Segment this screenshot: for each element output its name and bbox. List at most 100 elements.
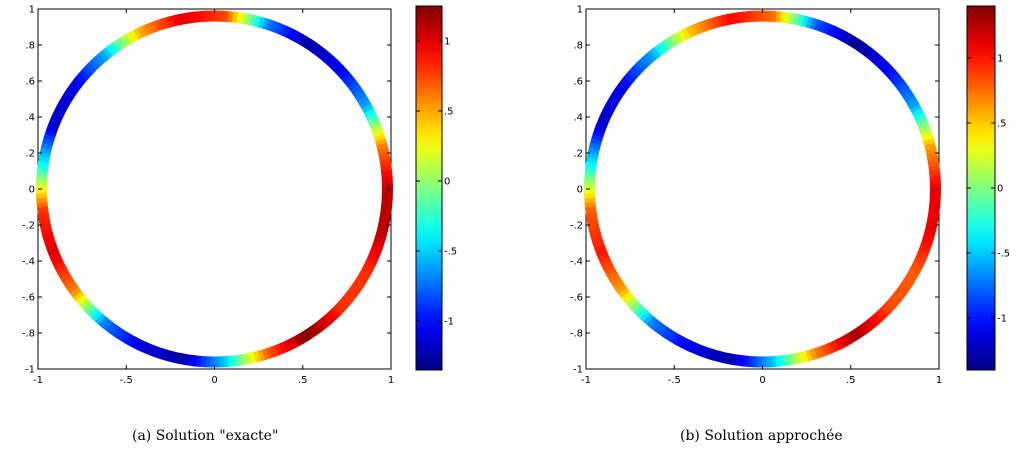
ring-segment: [62, 276, 75, 287]
colorbar-tick-label: .5: [444, 107, 454, 118]
ring-segment: [163, 349, 172, 362]
ring-segment: [277, 23, 288, 37]
ring-segment: [623, 73, 636, 85]
ring-segment: [706, 17, 715, 30]
ring-segment: [150, 345, 160, 358]
ring-segment: [874, 55, 886, 68]
ring-segment: [57, 99, 70, 110]
ring-segment: [181, 353, 189, 366]
ring-segment: [88, 307, 100, 319]
ring-segment: [377, 146, 390, 155]
ring-segment: [892, 76, 905, 88]
ring-segment: [105, 44, 117, 57]
ring-segment: [137, 25, 147, 39]
ring-segment: [53, 107, 66, 118]
ring-segment: [159, 348, 168, 361]
ring-segment: [587, 223, 600, 232]
ring-segment: [380, 165, 392, 172]
ring-segment: [693, 22, 703, 35]
ring-segment: [871, 313, 883, 325]
ring-segment: [363, 260, 376, 271]
ring-segment: [39, 219, 51, 227]
ring-segment: [341, 72, 354, 84]
ring-segment: [149, 20, 159, 33]
ring-segment: [44, 129, 57, 138]
ring-segment: [928, 165, 940, 172]
ring-series: [584, 10, 941, 368]
ring-segment: [305, 38, 316, 51]
ring-segment: [319, 49, 331, 62]
ring-segment: [67, 283, 80, 295]
ring-segment: [632, 62, 645, 75]
ring-segment: [921, 133, 934, 142]
ring-segment: [672, 32, 683, 45]
ring-segment: [649, 47, 661, 60]
ring-segment: [326, 55, 338, 68]
ring-segment: [920, 240, 933, 249]
ring-segment: [84, 62, 97, 75]
ring-segment: [818, 345, 828, 358]
ring-segment: [297, 34, 308, 47]
ring-segment: [37, 210, 50, 218]
ring-segment: [42, 232, 55, 241]
ring-segment: [927, 155, 939, 163]
ring-segment: [916, 120, 930, 129]
ring-segment: [867, 49, 879, 62]
ring-segment: [81, 66, 94, 78]
ring-segment: [918, 244, 931, 253]
ring-segment: [281, 25, 292, 38]
ring-segment: [892, 290, 905, 302]
ring-segment: [609, 91, 623, 103]
ring-segment: [236, 354, 244, 366]
ring-segment: [585, 210, 598, 218]
ring-segment: [240, 353, 248, 366]
ring-segment: [81, 301, 94, 313]
ring-segment: [91, 310, 103, 323]
ring-segment: [344, 290, 357, 302]
ring-segment: [841, 31, 852, 44]
y-tick-label: -.2: [22, 221, 35, 232]
ring-segment: [231, 354, 239, 367]
ring-segment: [729, 12, 737, 25]
ring-segment: [905, 272, 918, 283]
ring-segment: [918, 124, 931, 134]
ring-segment: [900, 87, 913, 98]
ring-segment: [373, 133, 386, 142]
ring-segment: [784, 354, 792, 366]
ring-segment: [370, 244, 383, 253]
ring-segment: [78, 297, 91, 309]
ring-segment: [49, 116, 62, 126]
ring-segment: [269, 20, 279, 33]
ring-segment: [867, 315, 879, 328]
colorbar-tick-label: 0: [444, 177, 450, 188]
ring-segment: [235, 11, 243, 24]
ring-segment: [925, 146, 938, 155]
ring-segment: [46, 244, 59, 254]
ring-segment: [610, 276, 623, 287]
ring-segment: [301, 36, 312, 49]
x-tick-label: -.5: [120, 375, 133, 386]
ring-segment: [826, 341, 836, 354]
ring-segment: [338, 297, 351, 309]
ring-segment: [805, 349, 814, 362]
ring-segment: [75, 73, 88, 85]
ring-segment: [141, 24, 151, 37]
ring-segment: [639, 310, 651, 323]
ring-segment: [902, 275, 916, 287]
ring-segment: [673, 334, 684, 347]
caption-b: (b) Solution approchée: [680, 428, 843, 444]
ring-segment: [889, 72, 902, 84]
ring-segment: [792, 13, 800, 26]
ring-segment: [834, 337, 845, 351]
ring-segment: [853, 326, 865, 339]
ring-segment: [309, 324, 320, 337]
ring-segment: [653, 321, 665, 334]
ring-segment: [591, 236, 604, 245]
ring-segment: [46, 125, 59, 134]
ring-segment: [909, 264, 922, 275]
colorbar-tick-label: .5: [997, 119, 1007, 130]
y-tick-label: .6: [573, 77, 583, 88]
y-tick-label: -1: [25, 365, 35, 376]
ring-segment: [880, 303, 893, 316]
ring-segment: [607, 272, 621, 283]
